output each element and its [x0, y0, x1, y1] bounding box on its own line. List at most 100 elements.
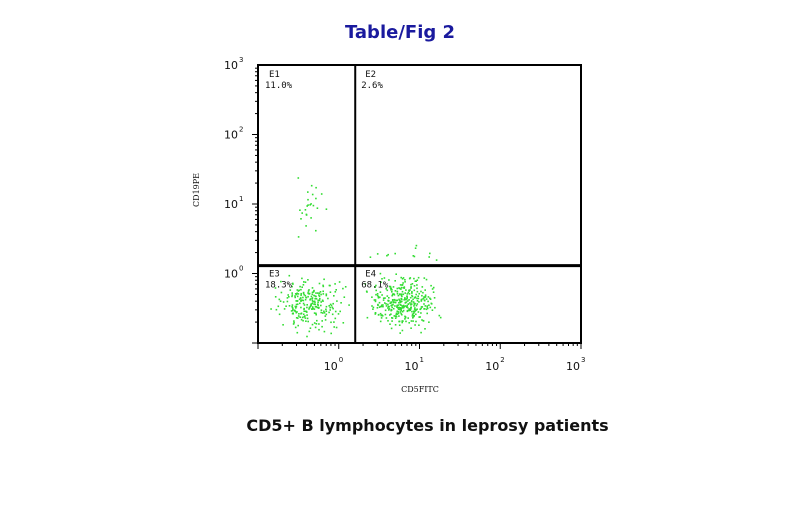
data-point [300, 297, 302, 299]
data-point [316, 207, 319, 209]
data-point [311, 291, 314, 294]
data-point [310, 184, 313, 187]
data-point [439, 316, 442, 319]
data-point [416, 303, 419, 305]
data-point [287, 294, 289, 296]
data-point [392, 307, 395, 310]
data-point [344, 286, 347, 288]
data-point [420, 312, 422, 314]
data-point [376, 293, 379, 295]
data-point [290, 310, 293, 312]
data-point [304, 281, 307, 283]
data-point [402, 306, 404, 308]
data-point [310, 217, 312, 219]
data-point [305, 310, 307, 313]
data-point [388, 306, 390, 308]
data-point [296, 303, 299, 305]
data-point [300, 299, 302, 301]
data-point [385, 303, 387, 305]
data-point [390, 304, 392, 307]
data-point [296, 289, 299, 291]
y-tick-label: 10 [224, 129, 238, 142]
x-tick-label: 10 [405, 360, 419, 373]
data-point [303, 308, 305, 310]
y-tick-label: 10 [224, 198, 238, 211]
data-point [410, 301, 413, 303]
data-point [430, 284, 432, 287]
data-point [393, 315, 396, 317]
data-point [324, 315, 327, 317]
data-point [302, 291, 305, 294]
data-point [421, 294, 423, 297]
data-point [391, 306, 393, 309]
data-point [310, 203, 312, 205]
data-point [300, 318, 303, 321]
data-point [404, 279, 406, 281]
data-point [301, 286, 303, 288]
data-point [396, 310, 398, 313]
data-point [315, 292, 317, 294]
data-point [311, 193, 314, 196]
data-point [378, 306, 381, 308]
data-point [415, 309, 418, 311]
data-point [403, 286, 406, 288]
y-tick-exponent: 0 [239, 265, 243, 273]
data-point [393, 301, 395, 303]
data-point [413, 255, 416, 258]
data-point [325, 305, 328, 308]
data-point [406, 295, 408, 298]
data-point [405, 298, 407, 301]
data-point [384, 302, 386, 304]
data-point [389, 314, 391, 316]
data-point [329, 309, 331, 311]
data-point [401, 298, 403, 301]
data-point [317, 301, 319, 303]
data-point [401, 321, 403, 324]
data-point [320, 193, 323, 195]
data-point [311, 323, 314, 326]
data-point [406, 304, 409, 307]
data-point [418, 301, 420, 303]
data-point [428, 304, 430, 306]
data-point [409, 296, 412, 299]
data-point [410, 283, 412, 286]
data-point [302, 302, 305, 305]
data-point [399, 284, 402, 286]
data-point [407, 300, 409, 302]
data-point [382, 304, 384, 306]
data-point [424, 305, 427, 307]
data-point [398, 315, 400, 317]
data-point [318, 323, 320, 325]
data-point [415, 304, 418, 307]
data-point [382, 297, 385, 299]
data-point [334, 283, 336, 285]
data-point [295, 307, 297, 309]
data-point [294, 295, 296, 297]
data-point [410, 327, 412, 329]
data-point [406, 306, 408, 308]
data-point [325, 208, 328, 210]
data-point [381, 278, 383, 280]
data-point [388, 279, 390, 281]
data-point [432, 286, 435, 289]
data-point [391, 289, 393, 291]
data-point [401, 295, 403, 298]
figure-caption: CD5+ B lymphocytes in leprosy patients [246, 416, 609, 435]
data-point [307, 292, 310, 295]
quadrant-name: E4 [365, 270, 376, 280]
data-point [410, 320, 413, 322]
data-point [431, 288, 434, 290]
data-point [325, 308, 327, 311]
data-point [303, 281, 305, 283]
data-point [400, 276, 402, 279]
data-point [408, 299, 410, 301]
quadrant-percent: 68.1% [361, 281, 389, 291]
data-point [376, 294, 379, 297]
data-point [338, 281, 341, 283]
data-point [312, 300, 314, 303]
data-point [335, 326, 338, 329]
data-point [406, 293, 409, 295]
data-point [295, 317, 298, 319]
y-tick-label: 10 [224, 59, 238, 72]
